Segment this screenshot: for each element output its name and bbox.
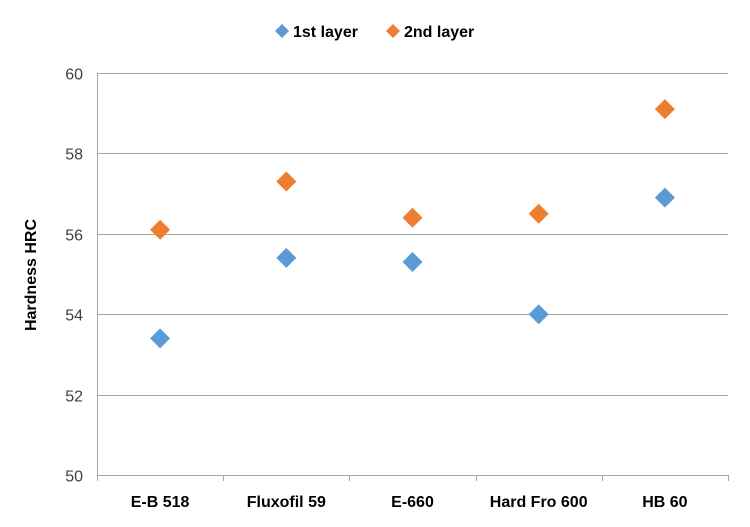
data-points	[150, 99, 675, 349]
point-1-e-660	[402, 251, 423, 272]
point-1-fluxofil-59	[276, 247, 297, 268]
legend-marker-2	[386, 24, 400, 38]
point-2-e-b-518	[150, 219, 171, 240]
y-tick-label: 58	[65, 147, 83, 164]
point-2-hard-fro-600	[528, 203, 549, 224]
legend-marker-1	[275, 24, 289, 38]
x-category-label: Fluxofil 59	[247, 494, 326, 511]
x-category-labels: E-B 518 Fluxofil 59 E-660 Hard Fro 600 HB 60	[131, 494, 688, 511]
x-category-label: E-B 518	[131, 494, 190, 511]
point-2-hb-60	[654, 99, 675, 120]
legend-label-1: 1st layer	[293, 24, 358, 41]
y-tick-label: 50	[65, 469, 83, 486]
y-tick-label: 56	[65, 228, 83, 245]
y-tick-label: 54	[65, 308, 83, 325]
gridlines	[97, 73, 728, 476]
point-2-fluxofil-59	[276, 171, 297, 192]
axes	[97, 73, 729, 481]
legend: 1st layer 2nd layer	[275, 24, 474, 41]
point-1-hard-fro-600	[528, 304, 549, 325]
y-tick-label: 52	[65, 389, 83, 406]
point-2-e-660	[402, 207, 423, 228]
x-category-label: Hard Fro 600	[490, 494, 588, 511]
y-tick-label: 60	[65, 67, 83, 84]
x-category-label: E-660	[391, 494, 434, 511]
y-axis-label: Hardness HRC	[23, 219, 40, 331]
legend-label-2: 2nd layer	[404, 24, 474, 41]
x-category-label: HB 60	[642, 494, 687, 511]
y-tick-labels: 50 52 54 56 58 60	[65, 67, 83, 486]
point-1-e-b-518	[150, 328, 171, 349]
point-1-hb-60	[654, 187, 675, 208]
